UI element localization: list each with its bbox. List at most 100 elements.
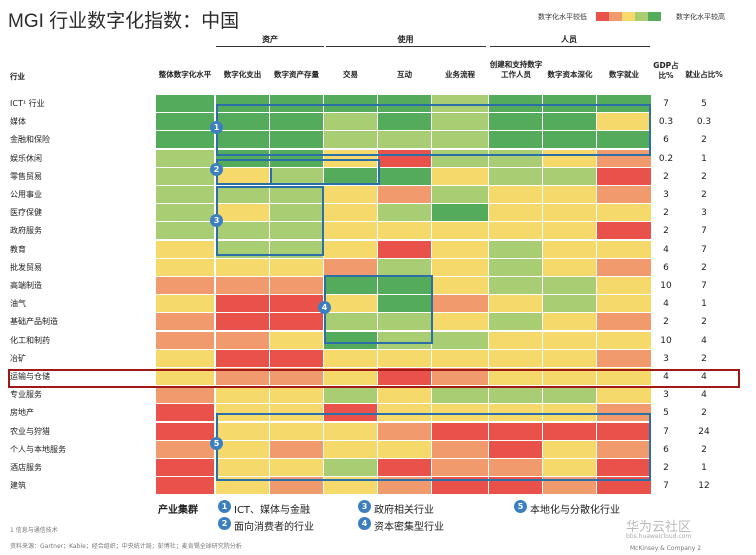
heatmap-cell (489, 350, 542, 367)
row-label: 酒店服务 (10, 463, 42, 472)
row-label: ICT¹ 行业 (10, 99, 45, 108)
emp-value: 7 (701, 281, 707, 291)
heatmap-cell (432, 332, 488, 349)
heatmap-cell (156, 295, 214, 312)
heatmap-cell (324, 423, 377, 440)
heatmap-cell (489, 277, 542, 294)
header-industry: 行业 (10, 72, 25, 81)
heatmap-cell (156, 186, 214, 203)
heatmap-cell (324, 222, 377, 239)
cluster-legend-marker: 4 (358, 517, 371, 530)
emp-value: 7 (701, 245, 707, 255)
heatmap-cell (216, 423, 269, 440)
gdp-value: 6 (663, 445, 669, 455)
heatmap-cell (489, 313, 542, 330)
heatmap-cell (378, 423, 431, 440)
legend-swatch (648, 12, 661, 21)
emp-value: 2 (701, 172, 707, 182)
heatmap-cell (432, 313, 488, 330)
heatmap-cell (156, 168, 214, 185)
gdp-value: 6 (663, 135, 669, 145)
heatmap-cell (489, 295, 542, 312)
heatmap-cell (156, 150, 214, 167)
heatmap-cell (270, 477, 323, 494)
heatmap-cell (324, 477, 377, 494)
highlight-transport-row (8, 369, 740, 388)
heatmap-cell (543, 95, 596, 112)
heatmap-cell (270, 204, 323, 221)
group-usage-line (326, 46, 486, 47)
cluster-3-outline (216, 186, 324, 256)
heatmap-cell (432, 459, 488, 476)
row-label: 公用事业 (10, 190, 42, 199)
heatmap-cell (543, 459, 596, 476)
gdp-value: 3 (663, 354, 669, 364)
heatmap-cell (270, 186, 323, 203)
page-title: MGI 行业数字化指数：中国 (8, 11, 240, 32)
heatmap-cell (378, 113, 431, 130)
heatmap-cell (543, 404, 596, 421)
heatmap-cell (597, 459, 651, 476)
header-col: 业务流程 (445, 70, 475, 79)
heatmap-cell (489, 204, 542, 221)
heatmap-cell (216, 313, 269, 330)
heatmap-cell (156, 459, 214, 476)
gdp-value: 6 (663, 263, 669, 273)
group-usage: 使用 (397, 35, 414, 44)
cluster-legend-marker: 3 (358, 500, 371, 513)
gdp-value: 2 (663, 317, 669, 327)
heatmap-cell (270, 295, 323, 312)
heatmap-cell (597, 368, 651, 385)
heatmap-cell (324, 441, 377, 458)
heatmap-cell (324, 131, 377, 148)
heatmap-cell (543, 277, 596, 294)
emp-value: 5 (701, 99, 707, 109)
heatmap-cell (156, 277, 214, 294)
header-col: 数字资本深化 (547, 70, 593, 79)
heatmap-cell (324, 168, 377, 185)
emp-value: 2 (701, 190, 707, 200)
gdp-value: 4 (663, 245, 669, 255)
heatmap-cell (543, 386, 596, 403)
heatmap-cell (156, 204, 214, 221)
legend-high-label: 数字化水平较高 (676, 13, 725, 21)
gdp-value: 10 (660, 336, 672, 346)
heatmap-cell (270, 277, 323, 294)
heatmap-cell (324, 204, 377, 221)
row-label: 油气 (10, 299, 26, 308)
heatmap-cell (597, 241, 651, 258)
heatmap-cell (324, 277, 377, 294)
heatmap-cell (378, 222, 431, 239)
heatmap-cell (216, 113, 269, 130)
heatmap-cell (156, 423, 214, 440)
source-note: 资料来源：Gartner；Kable；经合组织；中央统计局；彭博社；麦肯锡全球研… (10, 543, 242, 550)
heatmap-cell (324, 404, 377, 421)
heatmap-cell (432, 368, 488, 385)
row-label: 农业与狩猎 (10, 427, 50, 436)
heatmap-cell (489, 386, 542, 403)
row-label: 媒体 (10, 117, 26, 126)
heatmap-cell (543, 332, 596, 349)
heatmap-cell (216, 332, 269, 349)
emp-value: 2 (701, 135, 707, 145)
heatmap-cell (432, 277, 488, 294)
legend-swatch (635, 12, 648, 21)
header-col: 创建和支持数字工作人员 (489, 60, 543, 79)
cluster-5-outline (216, 413, 651, 481)
emp-value: 1 (701, 463, 707, 473)
header-col: 数字资产存量 (274, 70, 319, 79)
heatmap-cell (378, 168, 431, 185)
emp-value: 2 (701, 354, 707, 364)
heatmap-cell (597, 295, 651, 312)
heatmap-cell (216, 95, 269, 112)
heatmap-cell (489, 131, 542, 148)
heatmap-cell (432, 204, 488, 221)
legend-swatch (622, 12, 635, 21)
group-people-line (490, 46, 650, 47)
header-col: 数字化支出 (223, 70, 262, 79)
gdp-value: 0.2 (658, 154, 674, 164)
cluster-legend-marker: 1 (218, 500, 231, 513)
gdp-value: 2 (663, 172, 669, 182)
emp-value: 1 (701, 154, 707, 164)
heatmap-cell (378, 313, 431, 330)
